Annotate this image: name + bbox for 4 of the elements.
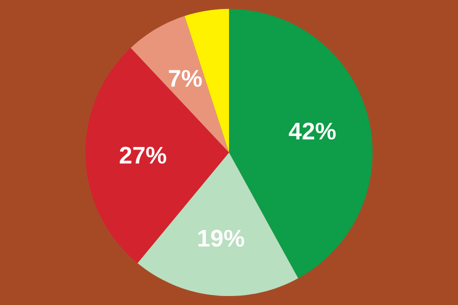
- data-label: 42%: [288, 122, 336, 140]
- data-label: 27%: [120, 146, 166, 164]
- data-label: 19%: [198, 230, 244, 247]
- data-label: 7%: [168, 70, 202, 87]
